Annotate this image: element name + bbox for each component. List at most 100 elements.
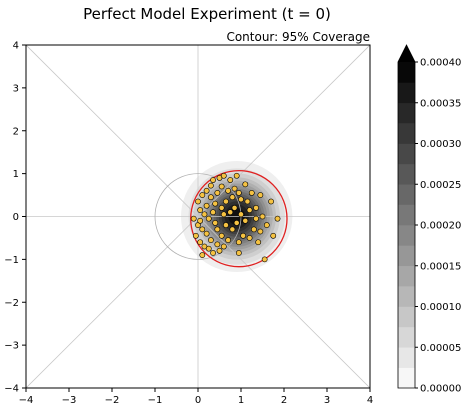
colorbar-tick-label: 0.00025 [420,180,461,191]
data-point [233,220,240,226]
x-tick-label: −2 [105,395,120,406]
colorbar-tick-label: 0.00015 [420,261,461,272]
data-point [227,209,234,216]
data-point [210,209,216,216]
data-point [229,194,236,201]
y-tick-label: 2 [13,126,19,137]
colorbar-band [398,347,415,368]
data-point [274,215,281,222]
data-point [199,252,206,258]
data-point [218,205,225,211]
data-point [218,183,225,190]
y-tick-label: −4 [4,384,19,395]
colorbar-tick-label: 0.00005 [420,343,461,354]
data-point [223,198,229,205]
y-tick-label: −1 [4,255,19,266]
data-point [205,245,212,252]
data-point [253,205,259,211]
data-point [268,198,274,205]
data-point [227,177,234,183]
x-tick-label: 3 [324,395,330,406]
colorbar-band [398,225,415,246]
data-point [233,172,240,179]
data-point [207,182,214,189]
data-point [190,215,197,222]
x-tick-label: 2 [281,395,287,406]
data-point [235,190,242,196]
data-point [257,228,264,235]
colorbar-tick-label: 0.00010 [420,302,461,313]
colorbar-band [398,204,415,226]
y-tick-label: 1 [13,169,19,180]
data-point [244,198,251,205]
x-tick-label: −1 [148,395,163,406]
colorbar-band [398,326,415,348]
data-point [203,202,210,209]
data-point [235,239,242,246]
x-axis: −4 −3 −2 −1 0 1 2 3 4 [19,388,373,406]
data-point [270,232,277,239]
data-point [261,256,268,263]
points-layer [190,172,281,263]
data-point [199,192,206,198]
data-point [242,217,249,224]
data-point [201,211,208,218]
colorbar-band [398,184,415,205]
data-point [197,217,204,224]
data-point [214,226,221,233]
colorbar-tick-label: 0.00035 [420,98,461,109]
data-point [214,190,221,196]
data-point [203,187,210,194]
data-point [212,200,219,207]
data-point [220,211,227,218]
data-point [223,222,229,228]
data-point [259,213,266,220]
data-point [218,232,225,239]
data-point [231,205,238,211]
x-tick-label: 4 [367,395,373,406]
chart-title: Perfect Model Experiment (t = 0) [83,5,331,23]
data-point [207,194,214,201]
colorbar-extend-arrow [398,45,415,62]
data-point [225,237,231,243]
data-point [250,226,257,233]
data-point [197,207,204,213]
colorbar-band [398,265,415,287]
colorbar-band [398,123,415,144]
data-point [246,235,253,241]
data-point [231,185,238,192]
data-point [203,230,210,237]
y-tick-label: −3 [4,341,19,352]
colorbar-band [398,82,415,104]
data-point [210,250,216,256]
data-point [216,247,223,254]
data-point [229,226,236,233]
y-tick-label: 0 [13,212,19,223]
data-point [199,226,206,233]
reference-lines [26,45,370,388]
data-point [255,239,262,246]
y-tick-label: 3 [13,83,19,94]
x-tick-label: −3 [62,395,77,406]
colorbar-bands [397,44,416,389]
colorbar-band [398,306,415,328]
colorbar-tick-label: 0.00020 [420,221,461,232]
data-point [210,177,216,183]
colorbar-band [398,102,415,124]
coverage-contour [190,169,288,268]
data-point [240,232,247,239]
colorbar-band [398,367,415,389]
data-point [253,215,259,222]
colorbar: 0.00000 0.00005 0.00010 0.00015 0.00020 0.000… [397,44,461,395]
x-tick-label: 1 [238,395,244,406]
data-point [242,181,249,188]
colorbar-band [398,62,415,83]
colorbar-band [398,163,415,185]
colorbar-outline [397,44,416,389]
data-point [263,222,270,228]
data-point [205,215,212,222]
data-point [246,207,253,213]
data-point [238,211,244,218]
data-point [257,192,264,198]
data-point [192,232,199,239]
